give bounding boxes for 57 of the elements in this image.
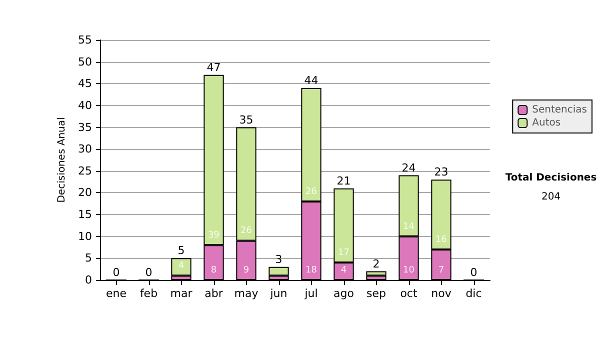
data-label: 18 <box>306 266 318 276</box>
total-label: 3 <box>275 252 282 266</box>
total-label: 21 <box>336 174 351 188</box>
legend-label: Autos <box>532 118 561 128</box>
y-tick-label: 5 <box>85 252 92 265</box>
x-tick-label: oct <box>400 287 418 300</box>
total-label: 0 <box>112 266 120 279</box>
y-tick-label: 0 <box>85 274 92 286</box>
total-label: 23 <box>434 166 448 179</box>
total-label: 0 <box>145 266 152 279</box>
x-tick-label: ago <box>334 287 354 300</box>
y-tick-label: 30 <box>78 142 92 156</box>
data-label: 17 <box>338 248 350 258</box>
y-tick-label: 20 <box>78 186 92 200</box>
y-tick-label: 40 <box>78 98 92 112</box>
data-label: 10 <box>403 266 415 276</box>
data-label: 26 <box>240 226 252 236</box>
y-tick-label: 10 <box>78 230 92 243</box>
y-tick-label: 55 <box>78 34 92 46</box>
x-tick-label: sep <box>366 287 386 300</box>
y-tick-label: 45 <box>78 77 92 90</box>
text: Total Decisiones <box>505 172 597 184</box>
total-label: 47 <box>206 60 221 74</box>
data-label: 4 <box>340 266 347 276</box>
x-tick-label: mar <box>170 287 193 300</box>
data-label: 39 <box>208 230 220 241</box>
y-tick-label: 50 <box>78 55 92 68</box>
x-tick-label: jun <box>269 287 288 300</box>
total-label: 2 <box>372 257 380 270</box>
x-tick-label: ene <box>106 287 127 300</box>
total-label: 5 <box>178 244 185 258</box>
x-tick-label: dic <box>466 287 482 300</box>
data-label: 9 <box>243 266 250 276</box>
total-label: 24 <box>402 161 416 174</box>
bar <box>268 266 289 276</box>
legend-label: Sentencias <box>532 104 588 116</box>
bar <box>366 271 386 276</box>
y-tick-label: 25 <box>78 164 92 178</box>
data-label: 26 <box>306 186 318 197</box>
data-label: 16 <box>436 234 448 245</box>
bar <box>171 258 192 276</box>
data-label: 4 <box>178 261 184 272</box>
x-tick-label: feb <box>140 287 158 300</box>
y-tick-label: 35 <box>78 120 92 134</box>
total-label: 44 <box>304 74 318 87</box>
y-tick-label: 15 <box>78 208 92 222</box>
data-label: 7 <box>438 266 444 276</box>
y-axis-title: Decisiones Anual <box>56 117 68 203</box>
x-tick-label: jul <box>304 287 318 300</box>
data-label: 8 <box>210 266 217 276</box>
x-tick-label: abr <box>204 287 224 300</box>
text: 204 <box>541 192 561 202</box>
total-label: 0 <box>470 266 478 279</box>
x-tick-label: may <box>234 287 259 300</box>
x-tick-label: nov <box>431 287 452 300</box>
data-label: 14 <box>403 222 415 232</box>
total-label: 35 <box>239 113 254 126</box>
